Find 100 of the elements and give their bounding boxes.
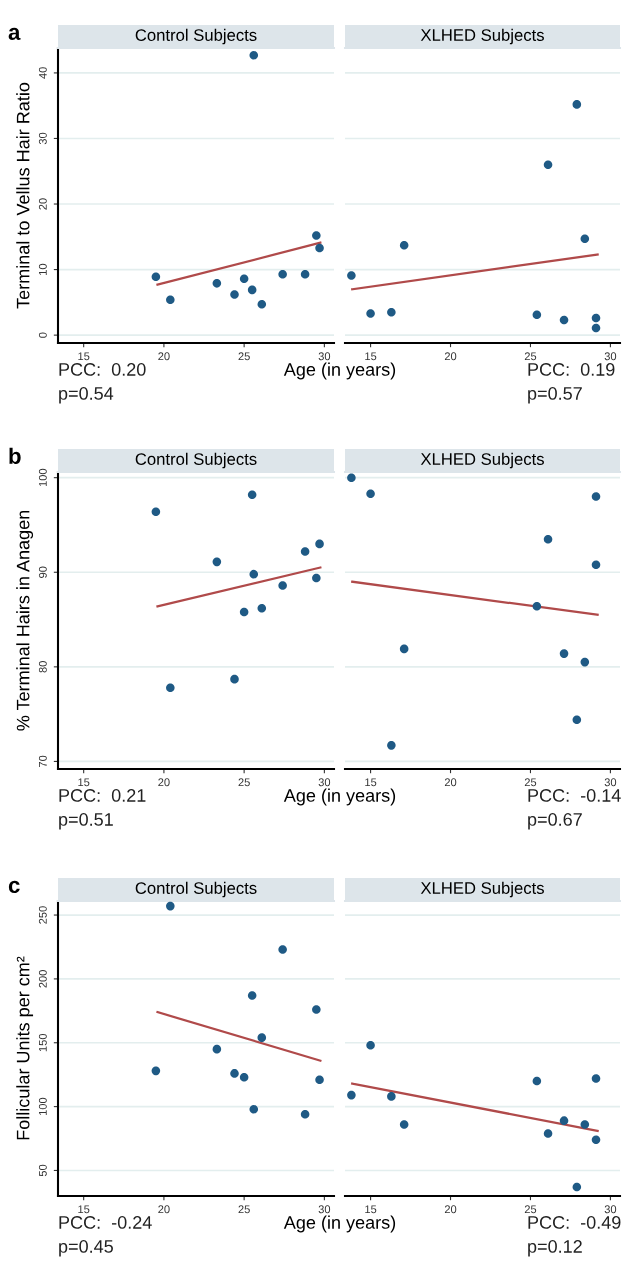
x-tick-label: 15 <box>365 352 377 361</box>
y-tick-label: 100 <box>38 1097 47 1116</box>
point <box>532 310 542 320</box>
point <box>249 1104 259 1114</box>
x-tick-label: 20 <box>158 1205 170 1214</box>
x-tick-label: 30 <box>318 778 331 787</box>
text: p=0.67 <box>528 813 582 830</box>
text: b <box>9 447 21 464</box>
point <box>543 1129 553 1138</box>
x-tick-label: 15 <box>365 1205 377 1214</box>
point <box>151 507 161 517</box>
y-tick-label: 70 <box>38 755 47 768</box>
x-tick-label: 15 <box>78 352 90 361</box>
y-tick-label: 10 <box>38 263 47 275</box>
text: p=0.54 <box>59 387 114 404</box>
point <box>399 241 409 250</box>
point <box>257 300 267 309</box>
x-tick-label: 30 <box>604 778 617 787</box>
point <box>249 50 259 60</box>
x-axis-title: Age (in years) <box>283 362 396 380</box>
x-tick-label: 30 <box>604 352 617 361</box>
point <box>278 581 287 590</box>
point <box>366 1041 375 1050</box>
x-tick-label: 25 <box>524 778 537 787</box>
x-tick-label: 20 <box>444 352 457 361</box>
point <box>559 649 569 658</box>
point <box>151 1066 161 1076</box>
point <box>247 991 257 1000</box>
x-tick-label: 15 <box>78 1205 90 1214</box>
y-tick-label: 40 <box>38 67 47 79</box>
point <box>212 1044 222 1054</box>
point <box>387 741 396 750</box>
point <box>151 272 161 282</box>
point <box>257 1033 267 1042</box>
point <box>387 1092 396 1101</box>
text: PCC: 0.19 <box>528 363 615 376</box>
point <box>572 715 582 725</box>
point <box>591 313 601 323</box>
point <box>239 607 249 617</box>
point <box>580 657 590 667</box>
point <box>399 644 409 654</box>
x-tick-label: 25 <box>238 778 250 787</box>
point <box>580 1120 590 1129</box>
point <box>572 1182 582 1192</box>
point <box>591 1135 601 1145</box>
point <box>572 100 582 109</box>
x-tick-label: 20 <box>158 352 170 361</box>
chart-title: XLHED Subjects <box>420 28 544 45</box>
x-axis-title: Age (in years) <box>283 1215 396 1233</box>
chart-title: XLHED Subjects <box>420 881 544 898</box>
x-tick-label: 30 <box>604 1205 617 1214</box>
text: c <box>8 880 20 893</box>
point <box>312 573 321 583</box>
point <box>247 490 257 499</box>
point <box>230 674 239 684</box>
point <box>312 231 321 240</box>
y-tick-label: 20 <box>38 198 47 210</box>
point <box>366 489 375 499</box>
x-tick-label: 25 <box>238 352 250 361</box>
point <box>239 1072 249 1082</box>
y-axis-title: Follicular Units per cm² <box>16 956 34 1140</box>
point <box>300 547 310 556</box>
point <box>166 295 175 305</box>
text: p=0.12 <box>528 1240 582 1257</box>
point <box>249 569 259 579</box>
x-tick-label: 15 <box>78 778 90 787</box>
y-tick-label: 100 <box>38 468 47 487</box>
x-tick-label: 20 <box>444 778 457 787</box>
point <box>347 271 356 280</box>
point <box>580 234 590 244</box>
point <box>239 274 249 284</box>
point <box>591 323 601 333</box>
point <box>347 1090 356 1100</box>
y-tick-label: 90 <box>38 566 47 578</box>
x-tick-label: 25 <box>524 1205 537 1214</box>
x-tick-label: 15 <box>365 778 377 787</box>
point <box>166 683 175 692</box>
x-tick-label: 30 <box>318 352 331 361</box>
point <box>532 1076 542 1086</box>
point <box>212 557 222 567</box>
point <box>230 290 239 299</box>
text: PCC: -0.14 <box>528 789 621 802</box>
text: a <box>8 27 21 40</box>
y-tick-label: 200 <box>38 970 47 988</box>
point <box>315 539 324 549</box>
point <box>230 1069 239 1078</box>
point <box>559 1116 569 1125</box>
x-tick-label: 25 <box>524 352 537 361</box>
point <box>543 534 553 544</box>
point <box>212 279 222 288</box>
point <box>543 160 553 169</box>
point <box>366 309 375 318</box>
point <box>300 1109 310 1119</box>
point <box>166 901 175 911</box>
x-axis-title: Age (in years) <box>283 788 396 806</box>
y-tick-label: 250 <box>38 906 47 924</box>
point <box>315 243 324 253</box>
point <box>315 1075 324 1085</box>
point <box>591 560 601 569</box>
point <box>387 307 396 317</box>
